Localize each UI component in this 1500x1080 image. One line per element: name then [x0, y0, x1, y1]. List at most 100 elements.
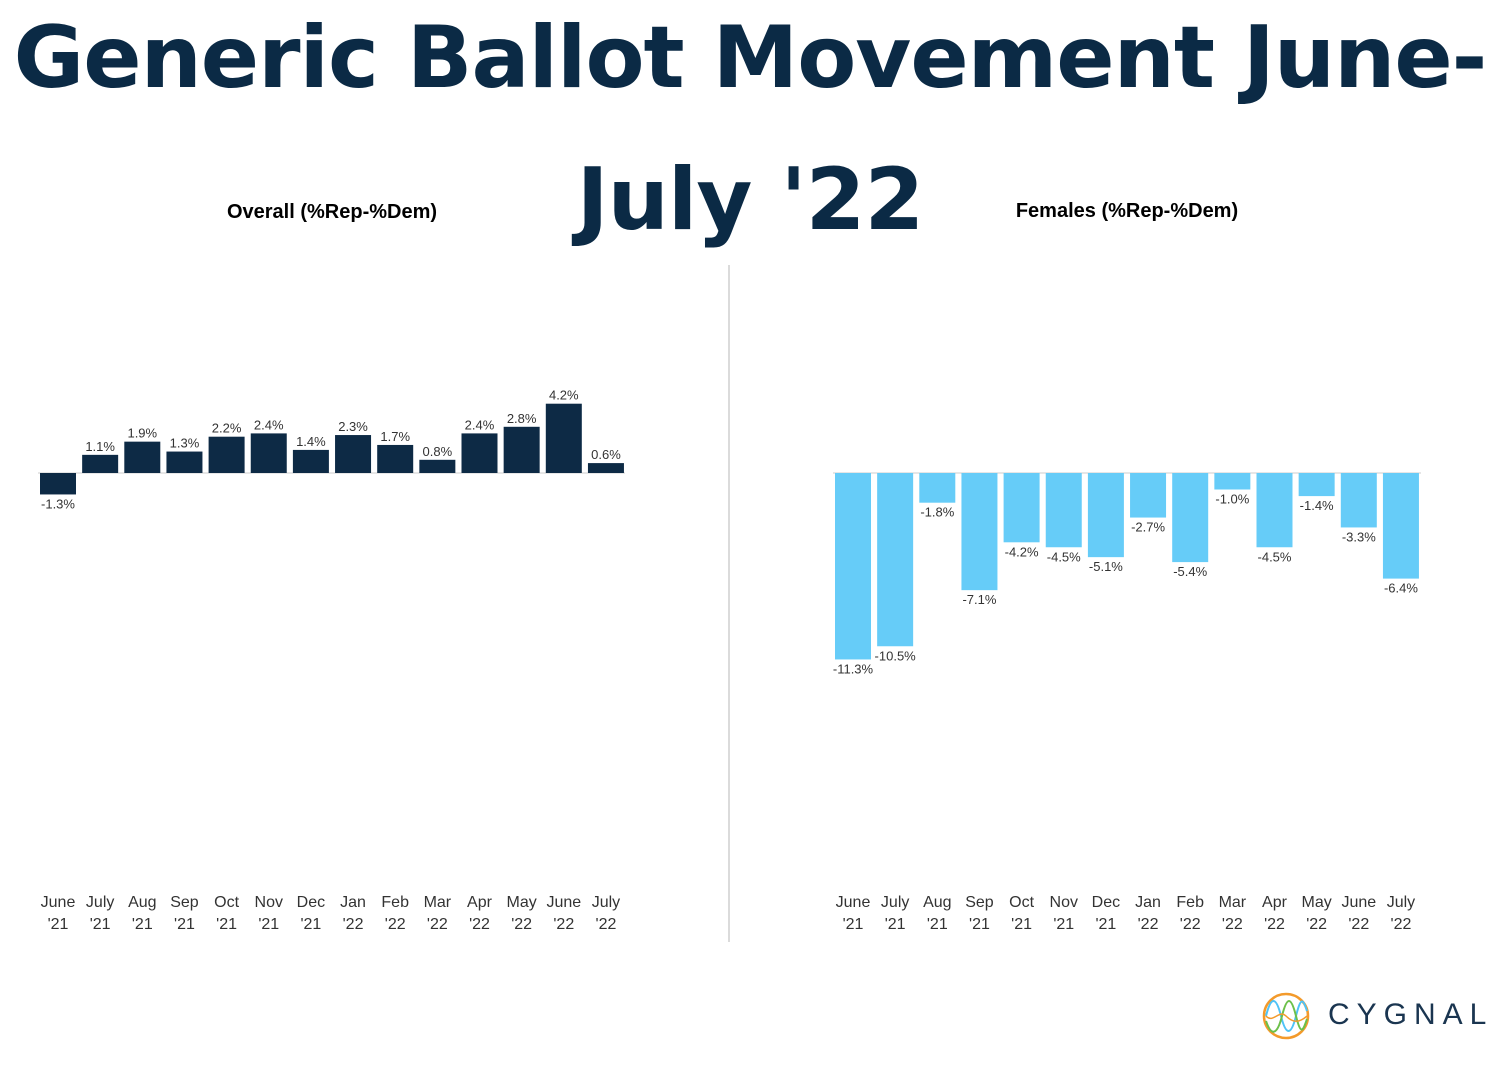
x-tick-label: '22: [427, 916, 448, 933]
chart-title-overall: Overall (%Rep-%Dem): [227, 201, 437, 223]
bar: [961, 473, 998, 591]
data-label: -1.0%: [1215, 492, 1249, 507]
data-label: 0.6%: [591, 447, 621, 462]
x-tick-label: '22: [1306, 916, 1327, 933]
x-tick-label: Apr: [467, 894, 493, 911]
x-tick-label: '22: [511, 916, 532, 933]
data-label: -4.5%: [1258, 549, 1292, 564]
data-label: -6.4%: [1384, 581, 1418, 596]
x-tick-label: '21: [90, 916, 111, 933]
data-label: -11.3%: [833, 661, 874, 676]
x-tick-label: '22: [1138, 916, 1159, 933]
x-tick-label: '21: [48, 916, 69, 933]
bar: [1256, 473, 1293, 548]
x-tick-label: '22: [1391, 916, 1412, 933]
data-label: 1.7%: [380, 429, 410, 444]
x-tick-label: '21: [1053, 916, 1074, 933]
bar: [208, 436, 245, 473]
x-tick-label: '21: [969, 916, 990, 933]
cygnal-logo-text: CYGNAL: [1328, 998, 1494, 1031]
bar: [1130, 473, 1167, 518]
x-tick-label: July: [86, 894, 114, 911]
bar: [1003, 473, 1040, 543]
x-tick-label: Jan: [1135, 894, 1161, 911]
data-label: 2.4%: [465, 417, 495, 432]
bar: [1045, 473, 1082, 548]
data-label: 2.4%: [254, 417, 284, 432]
x-tick-label: Oct: [1009, 894, 1034, 911]
x-tick-label: '21: [1095, 916, 1116, 933]
bar: [377, 444, 414, 473]
x-tick-label: Nov: [1050, 894, 1078, 911]
bar: [40, 473, 76, 495]
data-label: 4.2%: [549, 388, 579, 403]
x-tick-label: June: [836, 894, 871, 911]
overall-chart: -1.3% June '21 1.1% July '21 1.9% Aug '21 1.3% Sep…: [38, 388, 625, 933]
data-label: 2.3%: [338, 419, 368, 434]
x-tick-label: '21: [1011, 916, 1032, 933]
data-label: 1.4%: [296, 434, 326, 449]
data-label: 1.3%: [170, 436, 200, 451]
bar: [587, 463, 624, 473]
x-tick-label: '21: [300, 916, 321, 933]
bar: [1298, 473, 1335, 497]
data-label: 2.2%: [212, 421, 242, 436]
x-tick-label: '22: [1348, 916, 1369, 933]
bar: [335, 435, 372, 473]
page-title-line-2: July '22: [576, 150, 925, 250]
x-tick-label: '21: [258, 916, 279, 933]
data-label: 2.8%: [507, 411, 537, 426]
x-tick-label: Feb: [1176, 894, 1204, 911]
bar: [166, 451, 203, 473]
x-tick-label: July: [1387, 894, 1415, 911]
bar: [919, 473, 956, 503]
bar: [419, 459, 456, 473]
bar: [82, 454, 119, 473]
x-tick-label: Aug: [923, 894, 951, 911]
x-tick-label: '21: [927, 916, 948, 933]
data-label: 0.8%: [423, 444, 453, 459]
bar: [124, 441, 161, 473]
x-tick-label: Sep: [170, 894, 199, 911]
x-tick-label: July: [881, 894, 909, 911]
page-title-line-1: Generic Ballot Movement June-: [13, 8, 1488, 108]
x-tick-label: Feb: [381, 894, 409, 911]
data-label: -3.3%: [1342, 529, 1376, 544]
bar: [835, 473, 871, 660]
x-tick-label: Nov: [255, 894, 283, 911]
x-tick-label: '22: [1222, 916, 1243, 933]
data-label: -2.7%: [1131, 520, 1165, 535]
x-tick-label: June: [546, 894, 581, 911]
bar: [545, 403, 582, 473]
data-label: -4.5%: [1047, 549, 1081, 564]
x-tick-label: '21: [885, 916, 906, 933]
chart-title-females: Females (%Rep-%Dem): [1016, 200, 1238, 222]
data-label: -4.2%: [1005, 544, 1039, 559]
x-tick-label: '22: [1264, 916, 1285, 933]
females-chart: -11.3% June '21 -10.5% July '21 -1.8% Aug '21 -7.…: [833, 472, 1421, 933]
x-tick-label: Apr: [1262, 894, 1288, 911]
bar: [461, 433, 498, 473]
x-tick-label: '22: [385, 916, 406, 933]
x-tick-label: Aug: [128, 894, 156, 911]
x-tick-label: Dec: [297, 894, 325, 911]
data-label: -10.5%: [875, 648, 917, 663]
x-tick-label: '22: [469, 916, 490, 933]
x-tick-label: '21: [843, 916, 864, 933]
x-tick-label: '21: [216, 916, 237, 933]
data-label: -5.1%: [1089, 559, 1123, 574]
bar: [503, 426, 540, 473]
x-tick-label: May: [1302, 894, 1332, 911]
x-tick-label: Oct: [214, 894, 239, 911]
x-tick-label: June: [1341, 894, 1376, 911]
x-tick-label: '21: [174, 916, 195, 933]
bar: [1214, 473, 1251, 490]
cygnal-logo-icon: [1262, 992, 1310, 1040]
x-tick-label: '22: [553, 916, 574, 933]
bar: [1087, 473, 1124, 558]
data-label: -1.4%: [1300, 498, 1334, 513]
x-tick-label: '22: [596, 916, 617, 933]
x-tick-label: Jan: [340, 894, 366, 911]
x-tick-label: May: [507, 894, 537, 911]
